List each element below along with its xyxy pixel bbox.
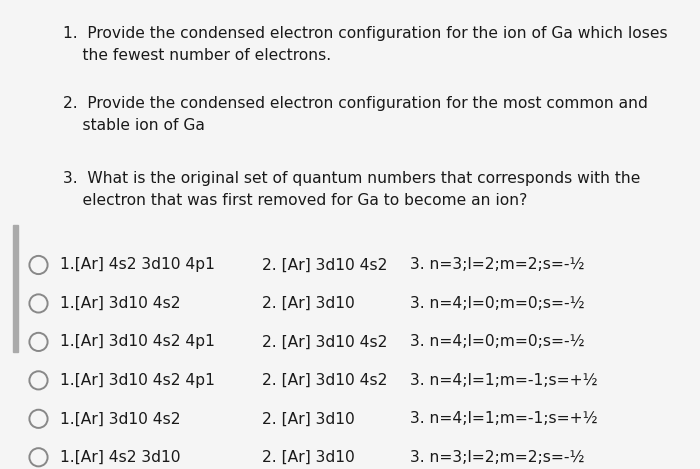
Text: 1.[Ar] 3d10 4s2 4p1: 1.[Ar] 3d10 4s2 4p1 [60, 373, 214, 388]
Text: 1.  Provide the condensed electron configuration for the ion of Ga which loses
 : 1. Provide the condensed electron config… [63, 26, 668, 63]
Text: 3. n=4;l=1;m=-1;s=+½: 3. n=4;l=1;m=-1;s=+½ [410, 411, 597, 426]
Text: 1.[Ar] 3d10 4s2: 1.[Ar] 3d10 4s2 [60, 411, 180, 426]
Text: 2. [Ar] 3d10: 2. [Ar] 3d10 [262, 296, 355, 311]
Text: 3. n=4;l=0;m=0;s=-½: 3. n=4;l=0;m=0;s=-½ [410, 296, 584, 311]
Text: 2. [Ar] 3d10: 2. [Ar] 3d10 [262, 411, 355, 426]
Text: 1.[Ar] 4s2 3d10 4p1: 1.[Ar] 4s2 3d10 4p1 [60, 257, 214, 272]
Text: 2. [Ar] 3d10: 2. [Ar] 3d10 [262, 450, 355, 465]
Text: 3.  What is the original set of quantum numbers that corresponds with the
    el: 3. What is the original set of quantum n… [63, 171, 640, 208]
Bar [13, 225, 18, 352]
Text: 2. [Ar] 3d10 4s2: 2. [Ar] 3d10 4s2 [262, 373, 388, 388]
Text: 1.[Ar] 3d10 4s2: 1.[Ar] 3d10 4s2 [60, 296, 180, 311]
Text: 2.  Provide the condensed electron configuration for the most common and
    sta: 2. Provide the condensed electron config… [63, 96, 648, 133]
Text: 3. n=4;l=1;m=-1;s=+½: 3. n=4;l=1;m=-1;s=+½ [410, 373, 597, 388]
Text: 2. [Ar] 3d10 4s2: 2. [Ar] 3d10 4s2 [262, 257, 388, 272]
Text: 1.[Ar] 4s2 3d10: 1.[Ar] 4s2 3d10 [60, 450, 180, 465]
Text: 3. n=4;l=0;m=0;s=-½: 3. n=4;l=0;m=0;s=-½ [410, 334, 584, 349]
Text: 3. n=3;l=2;m=2;s=-½: 3. n=3;l=2;m=2;s=-½ [410, 450, 584, 465]
Text: 1.[Ar] 3d10 4s2 4p1: 1.[Ar] 3d10 4s2 4p1 [60, 334, 214, 349]
Text: 2. [Ar] 3d10 4s2: 2. [Ar] 3d10 4s2 [262, 334, 388, 349]
Text: 3. n=3;l=2;m=2;s=-½: 3. n=3;l=2;m=2;s=-½ [410, 257, 584, 272]
